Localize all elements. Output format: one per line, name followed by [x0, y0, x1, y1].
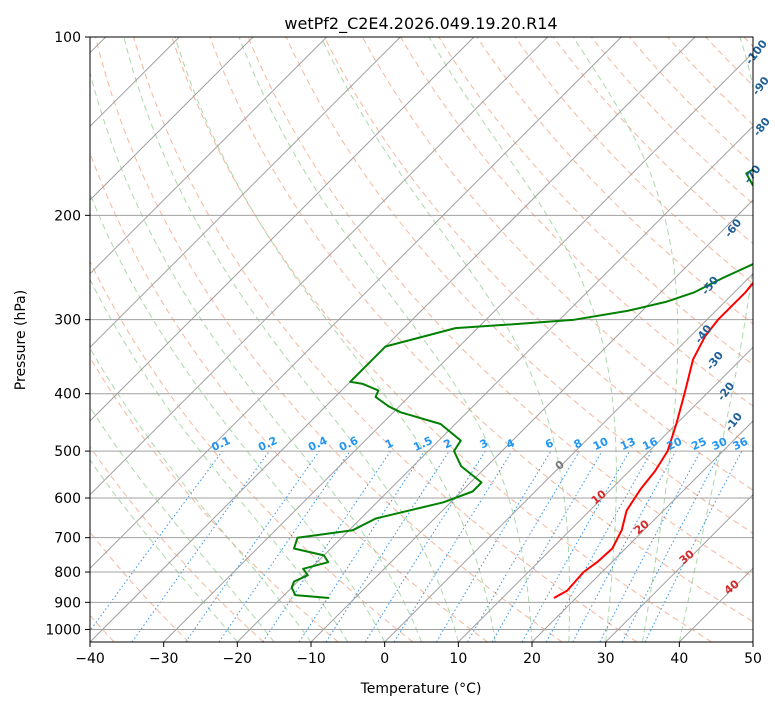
mixing-ratio-line — [262, 450, 392, 642]
y-tick-label: 100 — [54, 30, 81, 46]
moist-adiabat — [90, 406, 275, 642]
mixing-ratio-line — [298, 450, 425, 642]
x-tick-label: −40 — [75, 651, 105, 667]
dry-adiabat — [95, 37, 563, 642]
mixing-ratio-line — [644, 450, 743, 642]
x-tick-label: 50 — [744, 651, 762, 667]
moist-adiabat — [174, 37, 496, 642]
moist-adiabat — [90, 192, 386, 642]
y-axis-title: Pressure (hPa) — [13, 290, 29, 390]
isotherm — [90, 37, 328, 275]
mixing-ratio-line — [325, 450, 450, 642]
isotherm — [236, 125, 753, 642]
y-tick-label: 300 — [54, 313, 81, 329]
x-tick-label: 20 — [523, 651, 541, 667]
x-tick-label: −30 — [149, 651, 179, 667]
y-tick-label: 600 — [54, 491, 81, 507]
isotherm — [90, 37, 549, 496]
mixing-ratio-label: 20 — [665, 435, 685, 453]
x-tick-label: 10 — [449, 651, 467, 667]
moist-adiabat — [572, 37, 679, 642]
mixing-ratio-label: 16 — [640, 435, 660, 453]
moist-adiabat — [678, 37, 753, 642]
mixing-ratio-line — [521, 450, 630, 642]
y-tick-label: 700 — [54, 531, 81, 547]
moist-adiabat — [428, 37, 617, 642]
dewpoint-line — [290, 168, 753, 599]
mixing-ratio-line — [131, 450, 270, 642]
y-tick-label: 400 — [54, 387, 81, 403]
mixing-ratio-line — [218, 450, 351, 642]
dry-adiabat — [514, 37, 753, 285]
chart-title: wetPf2_C2E4.2026.049.19.20.R14 — [284, 14, 557, 34]
y-tick-label: 200 — [54, 208, 81, 224]
isotherm — [90, 37, 696, 642]
dry-adiabat — [90, 445, 264, 642]
mixing-ratio-line — [545, 450, 653, 642]
isotherm — [457, 346, 753, 642]
mixing-ratio-label: 25 — [689, 435, 708, 453]
mixing-ratio-label: 10 — [591, 435, 611, 453]
isotherm — [384, 272, 753, 642]
moist-adiabat — [123, 37, 459, 642]
moist-adiabat — [320, 37, 571, 642]
dry-adiabat — [476, 37, 753, 325]
temperature-line — [553, 281, 753, 599]
dry-adiabat — [400, 37, 753, 407]
mixing-ratio-label: 36 — [731, 435, 751, 453]
isotherm — [90, 37, 401, 349]
isotherm — [310, 199, 753, 642]
moist-adiabat — [238, 37, 533, 642]
isotherm — [163, 51, 753, 642]
x-tick-label: 40 — [670, 651, 688, 667]
x-axis-title: Temperature (°C) — [360, 681, 482, 697]
isotherm — [605, 493, 753, 642]
mixing-ratio-label: 13 — [618, 435, 637, 453]
dry-adiabat — [629, 37, 753, 165]
mixing-ratio-line — [90, 450, 223, 632]
dry-adiabat-label: -80 — [751, 115, 774, 139]
dry-adiabat — [90, 260, 414, 642]
moist-adiabat — [90, 70, 422, 642]
y-tick-label: 800 — [54, 565, 81, 581]
moist-adiabat — [90, 278, 349, 642]
isotherm — [90, 37, 622, 570]
isotherm — [90, 37, 254, 201]
y-tick-label: 1000 — [45, 622, 81, 638]
plot-frame — [89, 36, 754, 643]
mixing-ratio-line — [185, 450, 320, 642]
x-tick-label: 0 — [380, 651, 389, 667]
y-tick-label: 500 — [54, 444, 81, 460]
x-tick-label: −10 — [296, 651, 326, 667]
mixing-ratio-line — [393, 450, 513, 642]
x-tick-label: −20 — [223, 651, 253, 667]
mixing-ratio-line — [572, 450, 677, 642]
mixing-ratio-label: 30 — [710, 435, 730, 453]
dry-adiabat — [133, 37, 638, 642]
isotherm — [531, 420, 753, 642]
isotherm — [90, 37, 475, 422]
plot-background — [90, 37, 753, 642]
x-tick-label: 30 — [597, 651, 615, 667]
y-tick-label: 900 — [54, 595, 81, 611]
moist-adiabat — [90, 459, 238, 642]
dry-adiabat — [323, 37, 753, 491]
dry-adiabat — [247, 37, 753, 578]
dry-adiabat — [209, 37, 753, 623]
